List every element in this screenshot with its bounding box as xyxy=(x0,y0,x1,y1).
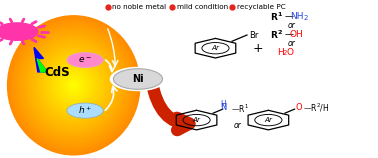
Text: or: or xyxy=(234,121,241,130)
Ellipse shape xyxy=(23,32,124,139)
Text: Ar: Ar xyxy=(264,117,273,123)
Text: mild condition: mild condition xyxy=(177,4,228,10)
Ellipse shape xyxy=(26,36,121,135)
Ellipse shape xyxy=(20,29,128,142)
Text: Br: Br xyxy=(249,30,258,40)
Ellipse shape xyxy=(64,75,84,96)
Ellipse shape xyxy=(43,53,105,118)
Ellipse shape xyxy=(40,49,108,121)
Ellipse shape xyxy=(25,34,122,136)
Ellipse shape xyxy=(47,58,100,113)
Ellipse shape xyxy=(48,59,99,112)
Text: Ar: Ar xyxy=(192,117,201,123)
Circle shape xyxy=(67,52,103,68)
Ellipse shape xyxy=(73,84,75,86)
Text: $h^+$: $h^+$ xyxy=(78,105,92,116)
Ellipse shape xyxy=(19,27,129,143)
Ellipse shape xyxy=(55,66,93,105)
Text: O: O xyxy=(287,48,294,57)
Ellipse shape xyxy=(17,26,130,144)
Ellipse shape xyxy=(71,83,76,88)
Ellipse shape xyxy=(28,38,119,133)
Ellipse shape xyxy=(22,31,125,140)
Ellipse shape xyxy=(36,46,111,125)
Ellipse shape xyxy=(62,73,86,98)
Ellipse shape xyxy=(29,39,118,132)
Ellipse shape xyxy=(46,56,101,114)
Ellipse shape xyxy=(52,62,96,109)
Text: —: — xyxy=(285,12,294,21)
Ellipse shape xyxy=(31,40,117,131)
Circle shape xyxy=(0,23,38,40)
Ellipse shape xyxy=(67,78,80,92)
Text: CdS: CdS xyxy=(44,66,70,79)
Ellipse shape xyxy=(69,81,78,90)
Text: —R$^1$: —R$^1$ xyxy=(231,103,249,115)
Ellipse shape xyxy=(13,22,134,149)
Ellipse shape xyxy=(15,24,132,147)
Ellipse shape xyxy=(53,63,94,107)
Text: or: or xyxy=(287,21,295,30)
Ellipse shape xyxy=(16,25,131,146)
Text: O: O xyxy=(296,103,302,112)
Text: OH: OH xyxy=(290,30,304,39)
Ellipse shape xyxy=(60,71,87,99)
Ellipse shape xyxy=(59,70,88,100)
Text: —: — xyxy=(285,30,294,39)
Ellipse shape xyxy=(32,41,116,129)
Ellipse shape xyxy=(8,16,140,155)
Text: 2: 2 xyxy=(304,15,308,21)
Text: —R$^2$/H: —R$^2$/H xyxy=(303,102,329,114)
Text: $\bf{R^1}$: $\bf{R^1}$ xyxy=(270,10,283,23)
Ellipse shape xyxy=(65,76,82,95)
Circle shape xyxy=(67,103,103,118)
Ellipse shape xyxy=(68,79,79,91)
Circle shape xyxy=(110,67,166,91)
Ellipse shape xyxy=(66,77,81,93)
Ellipse shape xyxy=(44,54,104,117)
Ellipse shape xyxy=(56,67,91,104)
Ellipse shape xyxy=(34,44,113,127)
Text: NH: NH xyxy=(290,12,304,21)
Text: +: + xyxy=(253,42,263,55)
Text: H: H xyxy=(221,100,226,109)
Polygon shape xyxy=(37,58,47,72)
Ellipse shape xyxy=(39,48,109,122)
Text: $\bf{R^2}$: $\bf{R^2}$ xyxy=(270,28,283,41)
Ellipse shape xyxy=(24,33,123,137)
Ellipse shape xyxy=(41,51,107,120)
Ellipse shape xyxy=(37,47,110,124)
Ellipse shape xyxy=(33,43,115,128)
Text: or: or xyxy=(287,39,295,48)
Ellipse shape xyxy=(42,52,106,119)
Ellipse shape xyxy=(51,61,97,110)
Circle shape xyxy=(113,69,163,89)
Ellipse shape xyxy=(57,68,90,103)
Ellipse shape xyxy=(35,45,112,126)
Ellipse shape xyxy=(9,17,139,154)
Text: no noble metal: no noble metal xyxy=(112,4,166,10)
Text: H: H xyxy=(277,48,284,57)
Ellipse shape xyxy=(11,19,136,151)
Ellipse shape xyxy=(63,74,85,97)
Ellipse shape xyxy=(12,20,135,150)
Text: 2: 2 xyxy=(283,50,287,56)
Ellipse shape xyxy=(10,18,138,152)
Text: $e^-$: $e^-$ xyxy=(78,55,92,65)
Ellipse shape xyxy=(14,23,133,148)
Ellipse shape xyxy=(28,37,120,134)
Text: recyclable PC: recyclable PC xyxy=(237,4,286,10)
Ellipse shape xyxy=(54,64,94,106)
Ellipse shape xyxy=(45,55,102,115)
Text: Ar: Ar xyxy=(211,45,220,51)
Polygon shape xyxy=(34,47,47,72)
Text: N: N xyxy=(220,103,227,112)
Ellipse shape xyxy=(21,30,127,141)
Ellipse shape xyxy=(70,82,77,89)
Ellipse shape xyxy=(50,60,98,111)
Text: Ni: Ni xyxy=(132,74,144,84)
Ellipse shape xyxy=(58,69,89,102)
